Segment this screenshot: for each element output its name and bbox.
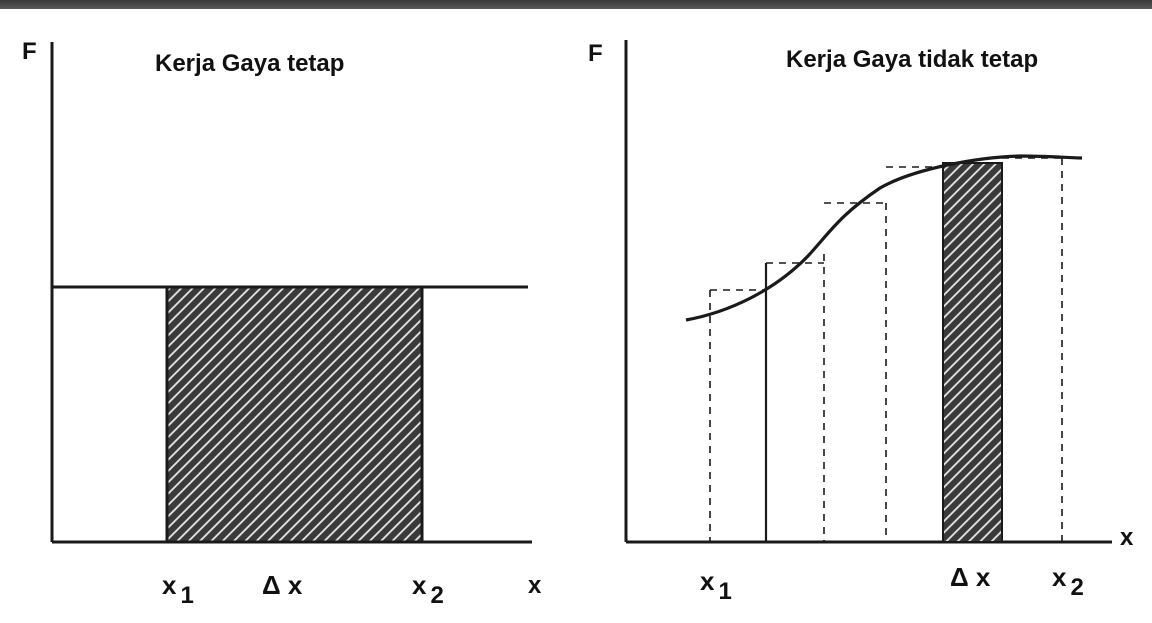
left-work-area [165,285,424,544]
left-dx-label: Δ x [262,570,303,600]
left-x1-sub: 1 [180,582,194,609]
left-x2-sub: 2 [430,582,444,609]
right-force-curve [685,154,1083,322]
left-x-axis-label: x [528,572,542,599]
left-y-axis-label: F [22,38,37,65]
left-x1-main: x [162,570,177,600]
left-diagram [50,42,532,544]
right-title: Kerja Gaya tidak tetap [786,46,1039,73]
top-border-bar [0,0,1152,9]
right-diagram [624,40,1112,544]
right-x1-sub: 1 [718,578,732,605]
right-x-axis-label: x [1120,524,1134,551]
right-y-axis-label: F [588,40,603,67]
right-step-lines [709,157,1063,542]
left-x2-main: x [412,570,427,600]
right-dx-label: Δ x [950,562,991,592]
right-x2-main: x [1052,562,1067,592]
right-x2-sub: 2 [1070,574,1084,601]
right-work-strip [942,162,1003,543]
right-x1-main: x [700,566,715,596]
left-title: Kerja Gaya tetap [155,50,345,77]
